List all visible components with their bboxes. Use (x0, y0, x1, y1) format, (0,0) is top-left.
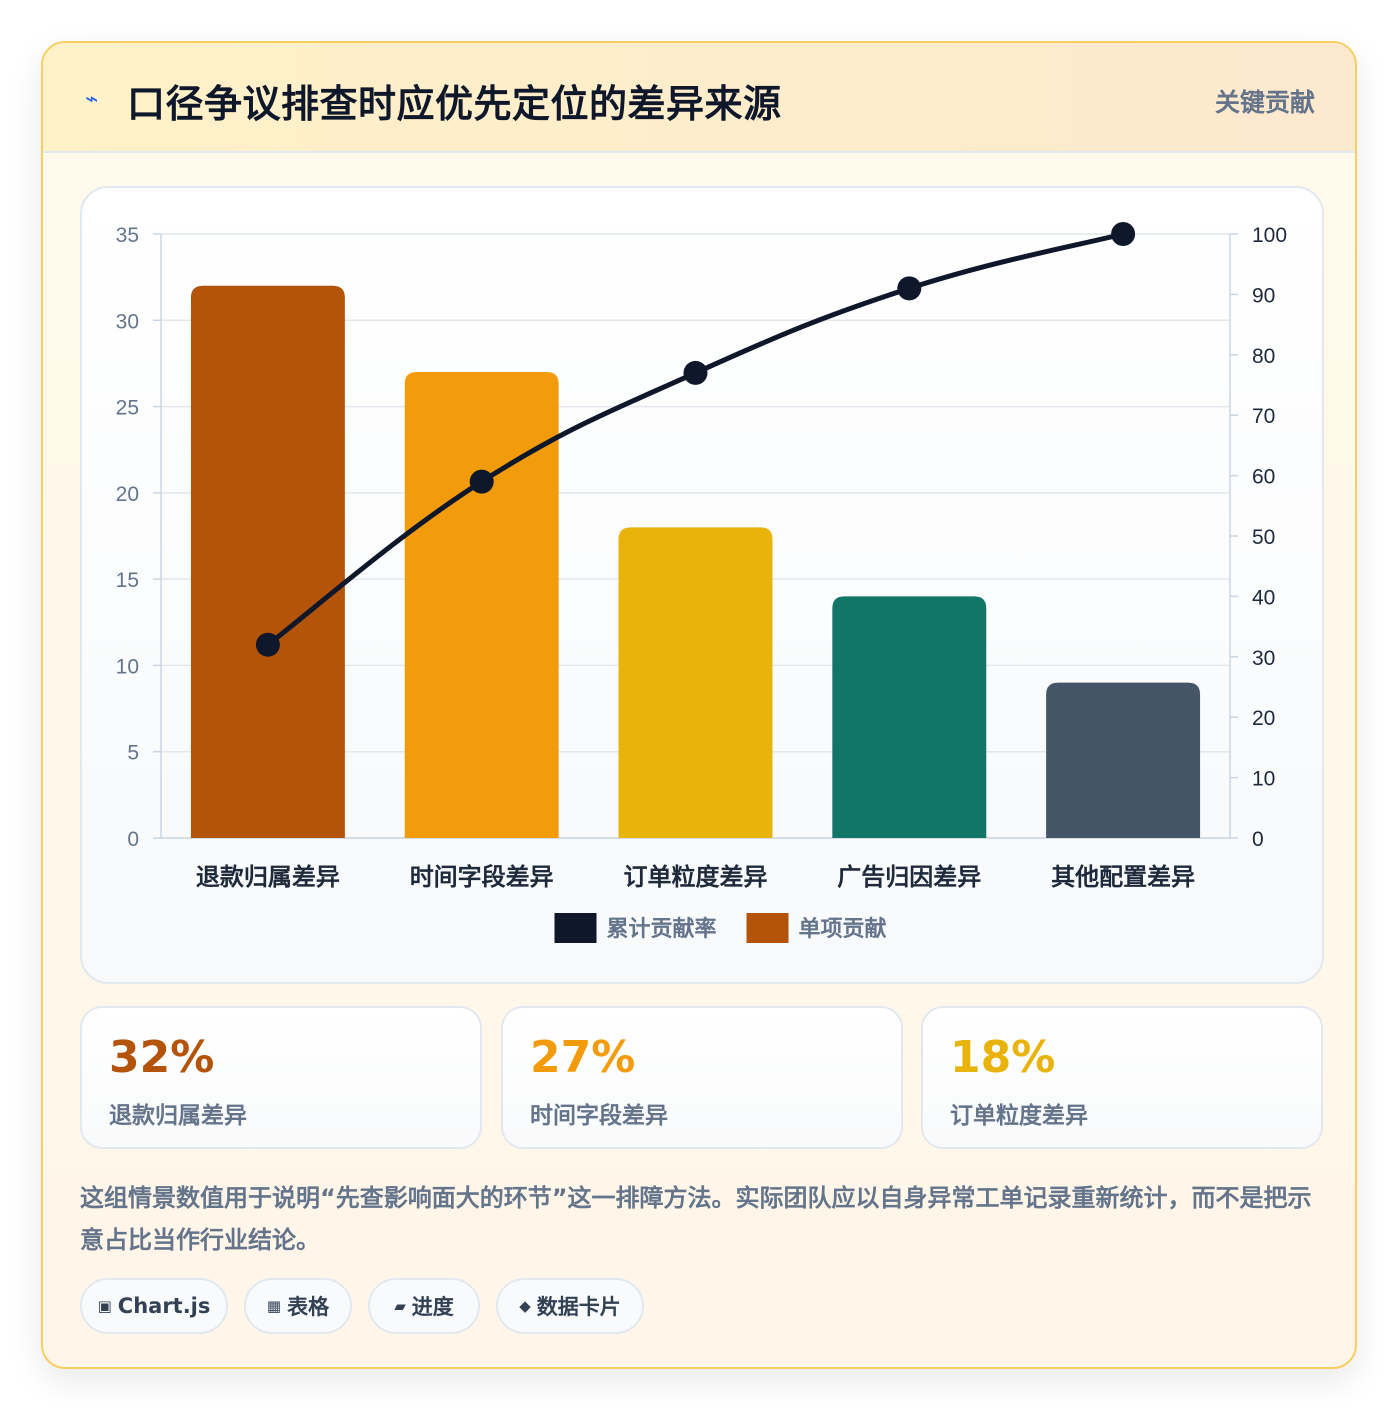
cumulative-point-4 (897, 276, 922, 301)
chart-panel: 0 5 10 15 20 25 30 35 0 10 20 30 40 50 60 70 80 90 100 退款归属… (80, 186, 1324, 984)
kpi-label: 时间字段差异 (530, 1103, 668, 1129)
legend-swatch (554, 913, 597, 943)
kpi-label: 退款归属差异 (109, 1103, 247, 1129)
tag-datacard[interactable]: ◆ 数据卡片 (496, 1278, 644, 1334)
tag-label: Chart.js (117, 1294, 211, 1318)
y-right-tick-label: 40 (1252, 586, 1275, 609)
y-left-tick-label: 10 (116, 655, 139, 678)
grid-icon: ▦ (266, 1297, 282, 1315)
kpi-value: 18% (950, 1032, 1056, 1083)
square-icon: ▣ (97, 1297, 112, 1315)
x-tick-label: 广告归因差异 (837, 863, 981, 891)
kpi-value: 32% (109, 1032, 215, 1083)
y-left-tick-label: 0 (127, 828, 139, 851)
legend-swatch (746, 913, 789, 943)
kpi-card-refund: 32% 退款归属差异 (80, 1006, 482, 1149)
card-header: ⌁ 口径争议排查时应优先定位的差异来源 关键贡献 (43, 43, 1355, 153)
x-tick-label: 其他配置差异 (1051, 863, 1195, 891)
progress-icon: ▰ (394, 1297, 406, 1315)
y-left-tick-label: 15 (116, 569, 139, 592)
kpi-value: 27% (530, 1032, 636, 1083)
bar-4 (832, 596, 987, 838)
cumulative-point-2 (469, 469, 494, 494)
y-right-tick-label: 80 (1252, 345, 1275, 368)
footnote: 这组情景数值用于说明“先查影响面大的环节”这一排障方法。实际团队应以自身异常工单… (80, 1184, 1312, 1254)
y-left-tick-label: 25 (116, 397, 139, 420)
x-tick-label: 订单粒度差异 (624, 863, 768, 891)
lightning-icon: ⌁ (85, 87, 99, 112)
tag-label: 数据卡片 (536, 1295, 621, 1319)
x-tick-label: 时间字段差异 (410, 863, 554, 891)
y-right-tick-label: 60 (1252, 466, 1275, 489)
y-left-tick-label: 30 (116, 310, 139, 333)
bar-1 (190, 285, 345, 838)
legend-label: 单项贡献 (799, 916, 887, 942)
tag-label: 进度 (411, 1295, 454, 1319)
card-title: 口径争议排查时应优先定位的差异来源 (127, 82, 782, 126)
tag-table[interactable]: ▦ 表格 (244, 1278, 352, 1334)
y-right-tick-label: 10 (1252, 768, 1275, 791)
y-right-tick-label: 100 (1252, 224, 1287, 247)
y-right-tick-label: 0 (1252, 828, 1264, 851)
tag-chartjs[interactable]: ▣ Chart.js (80, 1278, 228, 1334)
y-left-tick-label: 20 (116, 483, 139, 506)
kpi-card-time: 27% 时间字段差异 (501, 1006, 903, 1149)
y-right-tick-label: 50 (1252, 526, 1275, 549)
y-right-tick-label: 20 (1252, 707, 1275, 730)
diamond-icon: ◆ (519, 1297, 531, 1315)
chart-card: ⌁ 口径争议排查时应优先定位的差异来源 关键贡献 0 5 10 15 20 25 30 35 0… (41, 41, 1357, 1369)
header-badge: 关键贡献 (1214, 88, 1315, 117)
tag-progress[interactable]: ▰ 进度 (368, 1278, 480, 1334)
kpi-card-order: 18% 订单粒度差异 (921, 1006, 1323, 1149)
bar-5 (1046, 682, 1201, 838)
pareto-chart: 0 5 10 15 20 25 30 35 0 10 20 30 40 50 60 70 80 90 100 退款归属… (116, 222, 1287, 943)
y-right-tick-label: 90 (1252, 284, 1275, 307)
tag-label: 表格 (287, 1295, 330, 1319)
x-tick-label: 退款归属差异 (196, 863, 340, 891)
kpi-label: 订单粒度差异 (950, 1103, 1088, 1129)
cumulative-point-3 (683, 360, 708, 385)
bar-2 (404, 372, 559, 838)
y-left-tick-label: 5 (127, 742, 139, 765)
y-right-tick-label: 70 (1252, 405, 1275, 428)
y-right-tick-label: 30 (1252, 647, 1275, 670)
y-left-tick-label: 35 (116, 224, 139, 247)
cumulative-point-1 (255, 632, 280, 657)
legend-label: 累计贡献率 (607, 916, 717, 942)
cumulative-point-5 (1111, 222, 1136, 246)
bar-3 (618, 527, 773, 838)
